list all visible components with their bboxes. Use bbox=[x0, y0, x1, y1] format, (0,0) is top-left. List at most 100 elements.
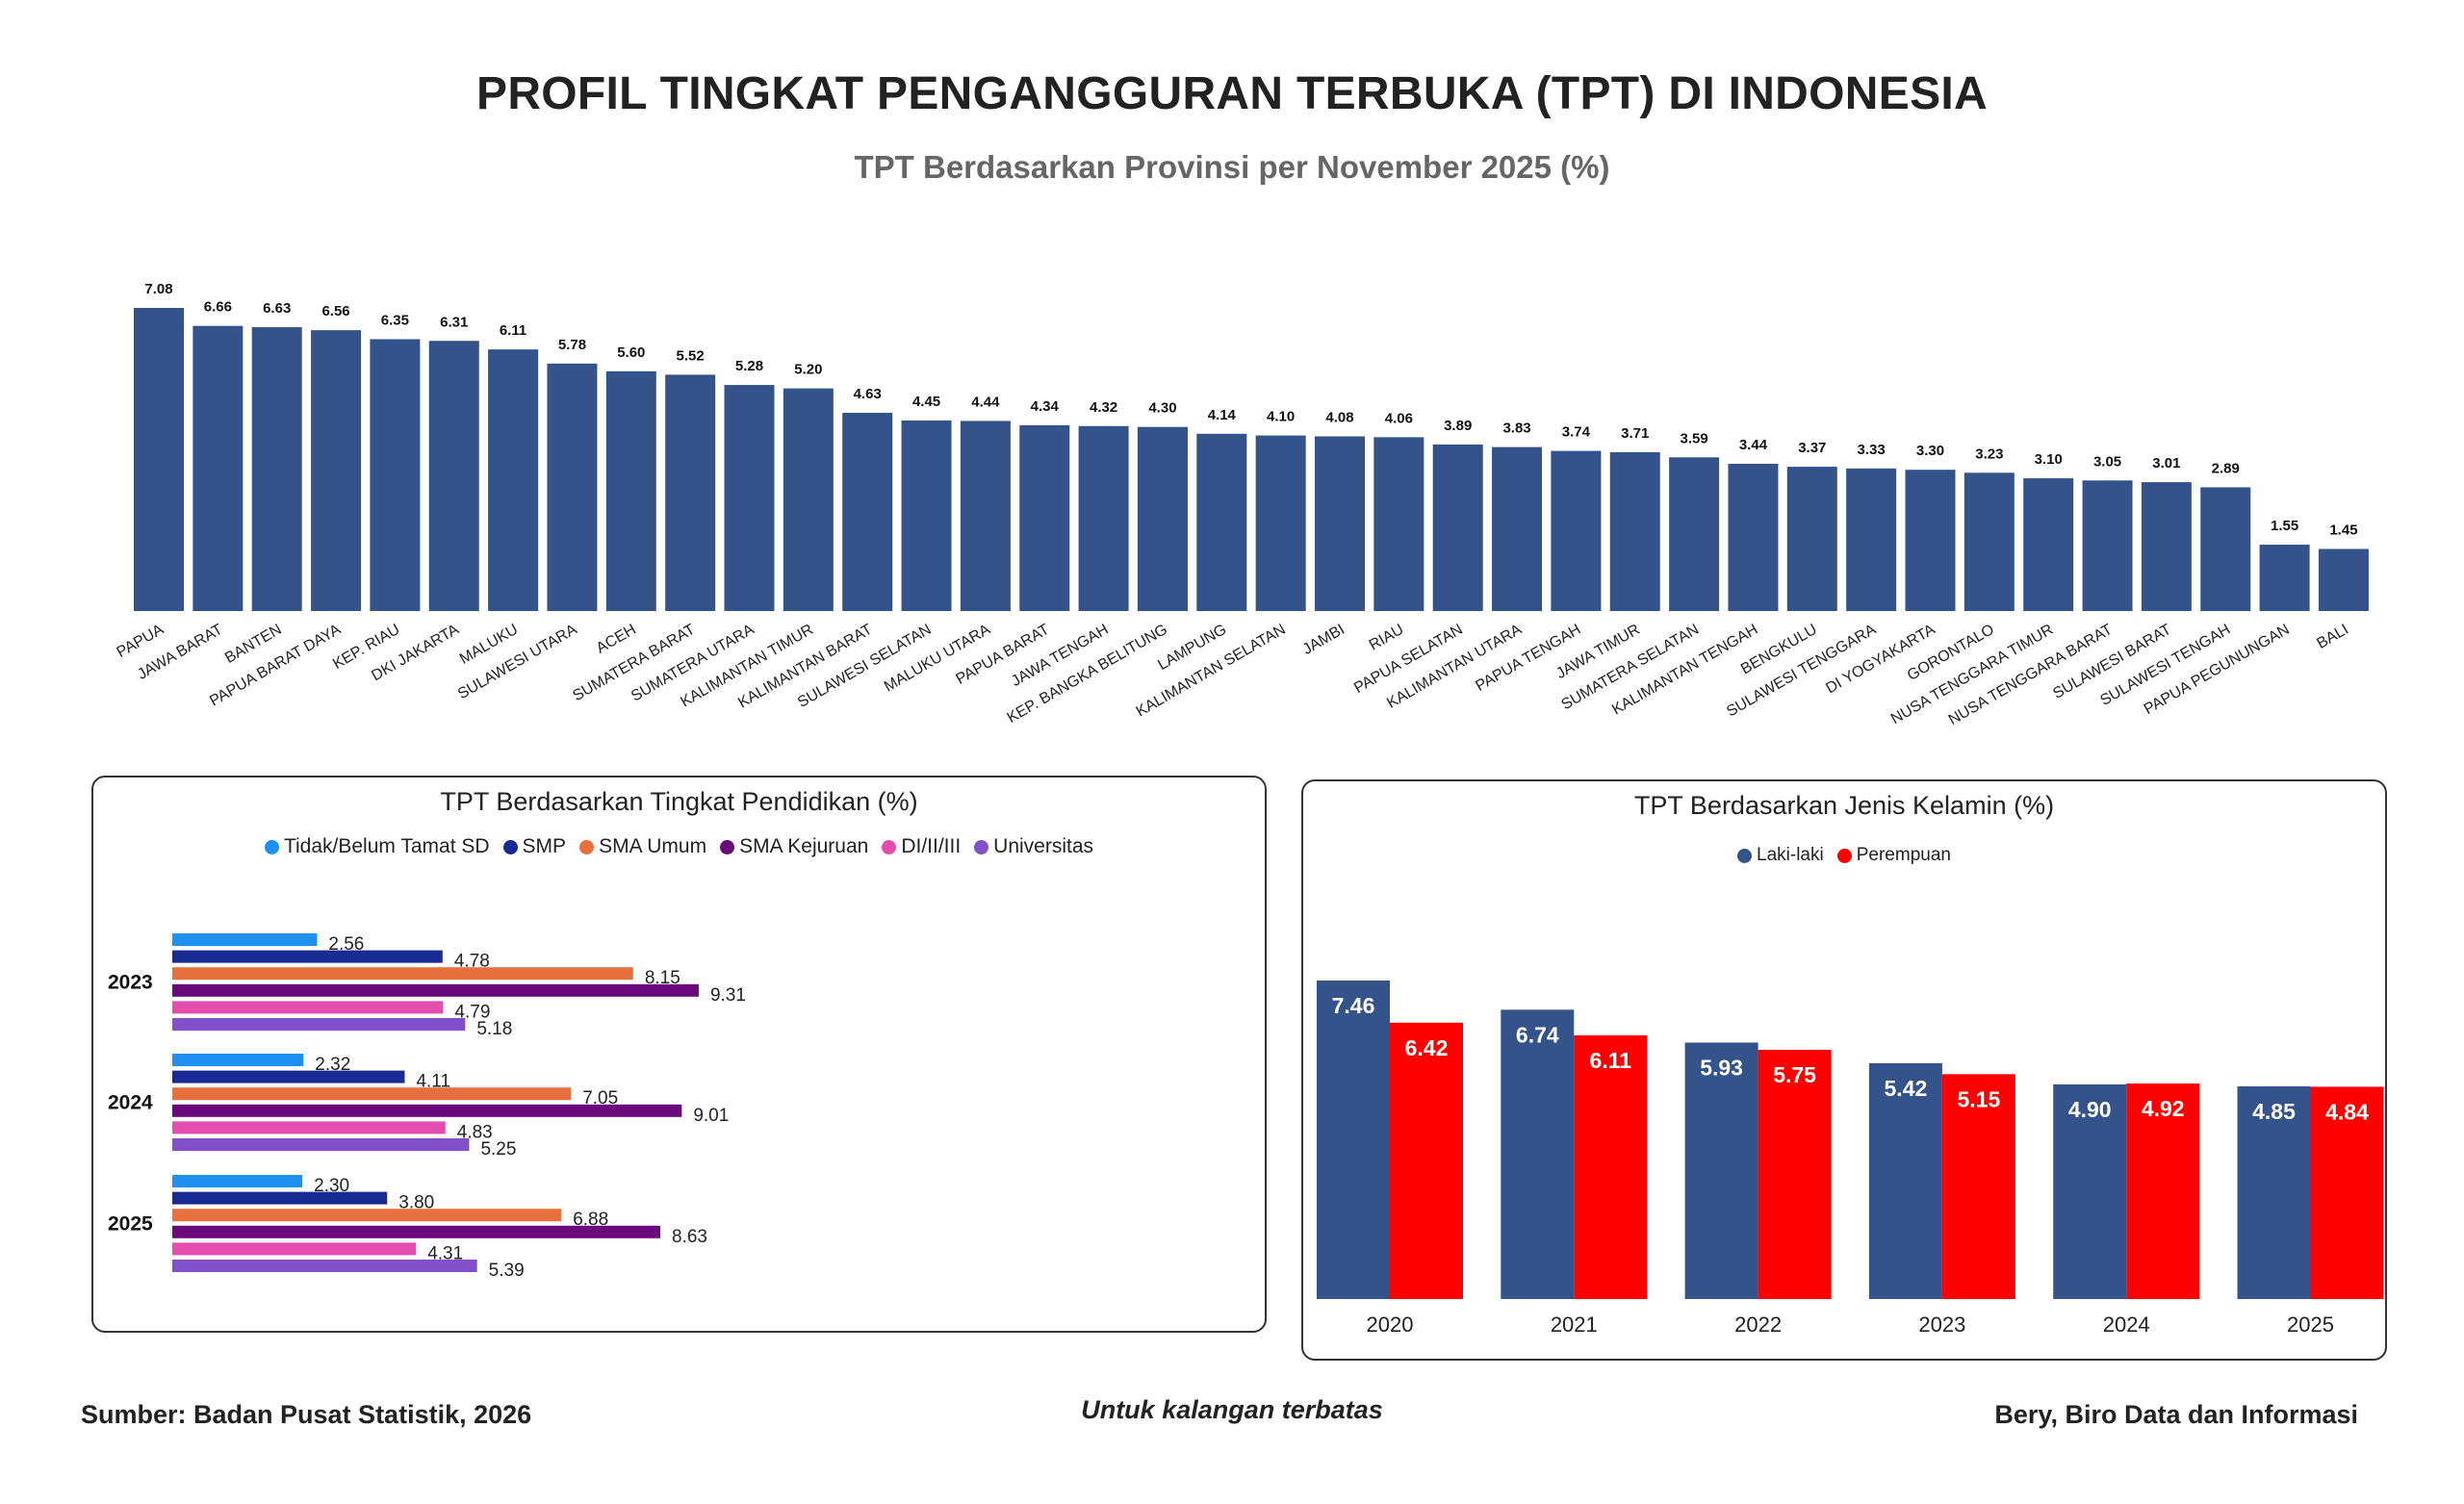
province-category-label: BALI bbox=[2314, 622, 2351, 652]
education-value-label: 6.88 bbox=[573, 1210, 608, 1230]
gender-bar bbox=[2310, 1086, 2384, 1299]
province-value-label: 3.23 bbox=[1975, 446, 2003, 462]
education-legend-label: Universitas bbox=[993, 835, 1094, 857]
education-bar bbox=[172, 967, 633, 981]
province-value-label: 3.01 bbox=[2152, 455, 2180, 472]
province-bar bbox=[1669, 457, 1720, 611]
legend-dot-icon bbox=[1737, 848, 1753, 863]
province-value-label: 5.60 bbox=[617, 344, 645, 361]
province-bar bbox=[2023, 478, 2074, 611]
gender-bar bbox=[2126, 1083, 2200, 1299]
gender-bar bbox=[1574, 1034, 1648, 1299]
province-bar bbox=[1432, 444, 1483, 611]
education-value-label: 2.56 bbox=[328, 934, 364, 955]
gender-chart-title: TPT Berdasarkan Jenis Kelamin (%) bbox=[1633, 791, 2055, 820]
gender-value-label: 7.46 bbox=[1332, 993, 1375, 1018]
province-bar bbox=[1492, 446, 1543, 611]
gender-chart-panel: TPT Berdasarkan Jenis Kelamin (%) Laki-l… bbox=[1301, 779, 2387, 1361]
province-value-label: 4.06 bbox=[1385, 410, 1413, 426]
education-bar bbox=[172, 933, 318, 946]
education-value-label: 9.01 bbox=[693, 1106, 729, 1126]
education-legend-label: DI/II/III bbox=[901, 835, 962, 857]
gender-value-label: 5.75 bbox=[1773, 1062, 1816, 1087]
gender-year-label: 2023 bbox=[1918, 1313, 1965, 1337]
education-bar bbox=[172, 1070, 405, 1083]
province-value-label: 4.08 bbox=[1325, 409, 1353, 425]
gender-bar-chart: 7.46 6.42 2020 6.74 6.11 2021 5.93 5.75 2022 5.42… bbox=[1317, 981, 2384, 1337]
education-legend-item: DI/II/III bbox=[882, 835, 961, 858]
province-value-label: 6.31 bbox=[440, 314, 468, 330]
province-bar bbox=[1964, 472, 2015, 611]
province-bar bbox=[311, 330, 362, 611]
province-value-label: 4.45 bbox=[912, 394, 940, 410]
gender-value-label: 4.85 bbox=[2252, 1099, 2296, 1124]
province-bar bbox=[1255, 435, 1306, 611]
education-value-label: 2.30 bbox=[314, 1176, 349, 1196]
province-bar bbox=[428, 341, 479, 611]
province-bar bbox=[1551, 450, 1602, 611]
education-legend: Tidak/Belum Tamat SD SMP SMA Umum SMA Kejur… bbox=[93, 835, 1265, 858]
province-bar bbox=[547, 363, 598, 611]
province-value-label: 4.10 bbox=[1267, 409, 1295, 425]
gender-value-label: 5.15 bbox=[1958, 1086, 2001, 1111]
province-category-label: RIAU bbox=[1367, 622, 1407, 654]
province-value-label: 3.71 bbox=[1621, 425, 1649, 442]
province-value-label: 3.05 bbox=[2093, 453, 2121, 470]
province-chart-title: TPT Berdasarkan Provinsi per November 20… bbox=[854, 149, 1610, 185]
gender-year-label: 2025 bbox=[2287, 1313, 2334, 1337]
province-value-label: 4.32 bbox=[1090, 399, 1117, 416]
education-bar bbox=[172, 1191, 388, 1205]
gender-legend-label: Perempuan bbox=[1856, 845, 1951, 865]
province-value-label: 6.56 bbox=[321, 303, 349, 319]
education-value-label: 4.11 bbox=[416, 1072, 450, 1092]
province-value-label: 5.52 bbox=[677, 347, 705, 364]
gender-bar bbox=[1684, 1042, 1758, 1299]
gender-value-label: 4.84 bbox=[2325, 1099, 2369, 1124]
gender-value-label: 5.93 bbox=[1700, 1055, 1743, 1080]
gender-legend-label: Laki-laki bbox=[1757, 845, 1824, 865]
province-bar bbox=[192, 325, 244, 611]
legend-dot-icon bbox=[974, 839, 989, 854]
education-bar bbox=[172, 1242, 417, 1256]
province-bar bbox=[134, 308, 184, 611]
gender-bar bbox=[1317, 981, 1390, 1299]
education-value-label: 4.31 bbox=[427, 1243, 463, 1263]
province-value-label: 4.44 bbox=[971, 394, 1000, 410]
province-value-label: 6.66 bbox=[204, 299, 232, 316]
education-value-label: 8.15 bbox=[645, 968, 680, 988]
education-legend-label: Tidak/Belum Tamat SD bbox=[283, 835, 490, 857]
province-value-label: 3.33 bbox=[1858, 442, 1886, 458]
gender-year-label: 2022 bbox=[1734, 1313, 1782, 1337]
province-bar bbox=[1609, 451, 1660, 611]
province-value-label: 3.89 bbox=[1444, 418, 1472, 434]
province-bar bbox=[1373, 437, 1424, 611]
legend-dot-icon bbox=[1836, 848, 1852, 863]
education-chart-panel: TPT Berdasarkan Tingkat Pendidikan (%) T… bbox=[91, 776, 1267, 1333]
education-bar bbox=[172, 950, 443, 963]
education-legend-label: SMA Umum bbox=[599, 835, 707, 857]
gender-value-label: 4.92 bbox=[2142, 1096, 2185, 1121]
education-legend-item: Tidak/Belum Tamat SD bbox=[264, 835, 490, 858]
gender-year-label: 2020 bbox=[1367, 1313, 1414, 1337]
province-bar bbox=[1905, 470, 1956, 611]
legend-dot-icon bbox=[502, 839, 518, 854]
gender-value-label: 6.11 bbox=[1590, 1048, 1632, 1073]
gender-value-label: 5.42 bbox=[1885, 1076, 1928, 1101]
gender-bar bbox=[1941, 1074, 2015, 1299]
province-value-label: 2.89 bbox=[2212, 460, 2240, 476]
education-legend-item: SMA Kejuruan bbox=[720, 835, 868, 858]
education-bar bbox=[172, 1121, 446, 1134]
education-bar bbox=[172, 1018, 466, 1031]
gender-bar bbox=[2053, 1083, 2127, 1299]
education-bar bbox=[172, 1104, 682, 1117]
education-bar bbox=[172, 1001, 444, 1014]
gender-year-label: 2024 bbox=[2103, 1313, 2150, 1337]
education-chart-title: TPT Berdasarkan Tingkat Pendidikan (%) bbox=[440, 787, 918, 816]
gender-legend: Laki-laki Perempuan bbox=[1303, 845, 2385, 866]
province-value-label: 4.30 bbox=[1148, 400, 1176, 417]
province-bar bbox=[1019, 424, 1070, 611]
gender-bar bbox=[1868, 1062, 1942, 1299]
province-bar bbox=[901, 421, 952, 611]
province-value-label: 1.55 bbox=[2271, 518, 2298, 534]
province-value-label: 7.08 bbox=[144, 281, 172, 297]
